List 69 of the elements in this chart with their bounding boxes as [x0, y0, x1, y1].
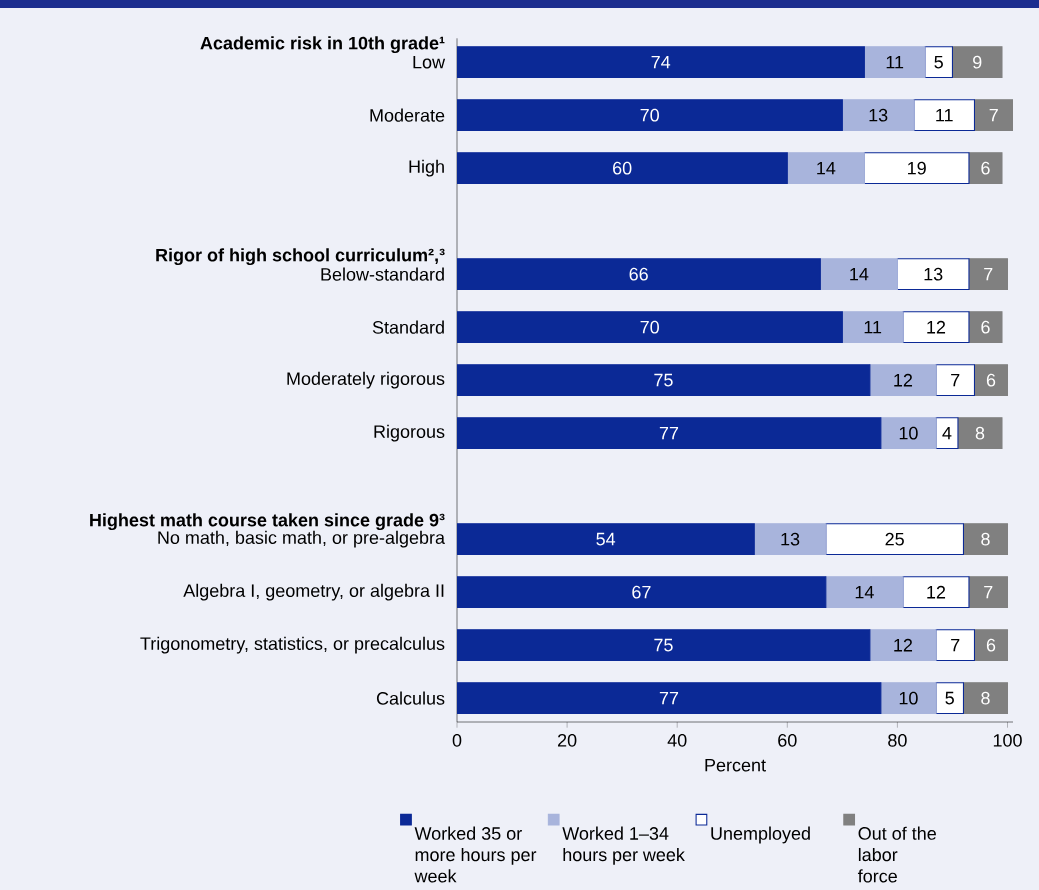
data-label: 70	[640, 108, 659, 122]
data-label: 6	[981, 161, 990, 175]
data-label: 54	[596, 532, 616, 546]
data-label: 8	[975, 426, 985, 440]
data-label: 5	[934, 55, 943, 69]
data-label: 77	[659, 426, 679, 440]
x-tick-label: 80	[888, 733, 907, 747]
data-label: 60	[613, 161, 632, 175]
y-tick-label: No math, basic math, or pre-algebra	[158, 530, 446, 548]
data-label: 12	[927, 585, 946, 599]
data-label: 6	[986, 373, 996, 387]
data-label: 6	[986, 638, 996, 652]
x-tick-label: 40	[667, 733, 687, 747]
data-label: 75	[654, 638, 673, 652]
data-label: 14	[850, 267, 869, 281]
y-tick-label: Academic risk in 10th grade¹	[200, 36, 445, 54]
x-axis-title: Percent	[705, 758, 766, 772]
data-label: 74	[651, 55, 671, 69]
data-label: 6	[981, 320, 990, 334]
legend-label: Out of the labor force	[857, 826, 936, 883]
data-label: 8	[981, 532, 990, 546]
data-label: 9	[973, 55, 982, 69]
y-tick-label: Low	[413, 55, 446, 69]
x-tick-label: 60	[778, 733, 797, 747]
data-label: 13	[869, 108, 888, 122]
legend-label: Worked 1–34 hours per week	[562, 826, 685, 865]
data-label: 67	[632, 585, 651, 599]
x-tick-label: 100	[993, 733, 1022, 747]
data-label: 5	[945, 691, 954, 705]
data-label: 11	[886, 55, 904, 69]
y-tick-label: Trigonometry, statistics, or precalculus	[140, 636, 445, 654]
y-tick-label: Rigor of high school curriculum²,³	[156, 248, 445, 266]
data-label: 14	[855, 585, 874, 599]
y-tick-label: Moderate	[370, 108, 445, 122]
data-label: 11	[936, 108, 953, 122]
y-tick-label: Rigorous	[374, 424, 445, 442]
legend-label: Worked 35 or more hours per week	[414, 826, 537, 883]
data-label: 19	[908, 161, 926, 175]
data-label: 7	[989, 108, 998, 122]
x-tick-label: 0	[452, 733, 462, 747]
data-label: 10	[899, 426, 918, 440]
y-tick-label: Standard	[372, 320, 444, 334]
y-tick-label: Moderately rigorous	[287, 371, 445, 389]
data-label: 12	[894, 373, 913, 387]
y-tick-label: Below-standard	[321, 267, 444, 281]
data-label: 7	[984, 585, 993, 599]
y-tick-label: Calculus	[376, 691, 445, 705]
data-label: 14	[817, 161, 836, 175]
legend-label: Unemployed	[711, 826, 810, 844]
data-label: 7	[984, 267, 993, 281]
y-tick-label: Algebra I, geometry, or algebra II	[183, 583, 444, 601]
y-tick-label: Highest math course taken since grade 9³	[90, 513, 445, 531]
data-label: 13	[781, 532, 800, 546]
data-label: 4	[942, 426, 952, 440]
data-label: 25	[885, 532, 904, 546]
data-label: 7	[951, 373, 960, 387]
data-label: 8	[981, 691, 990, 705]
data-label: 66	[629, 267, 648, 281]
data-label: 11	[864, 320, 882, 334]
data-label: 10	[899, 691, 918, 705]
data-label: 12	[894, 638, 913, 652]
x-tick-label: 20	[557, 733, 577, 747]
data-label: 12	[927, 320, 946, 334]
data-label: 70	[640, 320, 659, 334]
y-tick-label: High	[409, 159, 444, 177]
data-label: 75	[654, 373, 673, 387]
data-label: 77	[659, 691, 679, 705]
data-label: 13	[924, 267, 943, 281]
data-label: 7	[951, 638, 960, 652]
